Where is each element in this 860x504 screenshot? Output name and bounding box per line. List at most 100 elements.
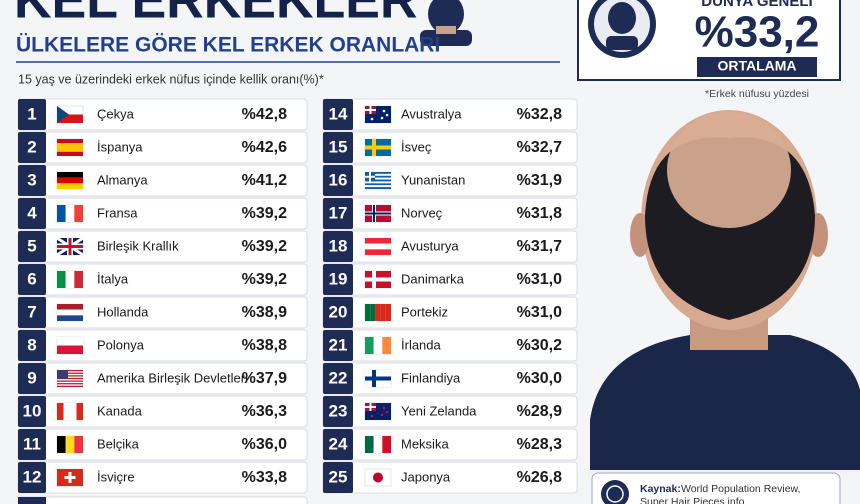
flag: [56, 270, 84, 289]
flag-part: [370, 304, 376, 321]
flag-part: [57, 380, 83, 382]
country: Yunanistan: [401, 172, 465, 187]
rank: 1: [27, 104, 36, 123]
flag-part: [57, 337, 83, 346]
flag-part: [57, 177, 83, 184]
flag-part: [365, 243, 391, 250]
flag: [364, 171, 392, 190]
flag-part: [76, 403, 83, 420]
rank: 6: [27, 269, 36, 288]
rank: 8: [27, 335, 36, 354]
world-label: DÜNYA GENELİ: [701, 0, 812, 10]
flag: [364, 105, 392, 124]
ranking-row: 24 Meksika %28,3: [322, 428, 578, 461]
row-bg: [17, 496, 308, 504]
bald-man-illustration: [590, 110, 860, 470]
rank-box: [323, 363, 353, 394]
country: Fransa: [97, 205, 138, 220]
ranking-row: 8 Polonya %38,8: [17, 329, 308, 362]
ranking-row: 16 Yunanistan %31,9: [322, 164, 578, 197]
rank: 15: [329, 137, 348, 156]
flag-part: [382, 337, 391, 354]
flag-part: [57, 309, 83, 316]
flag-part: [57, 370, 83, 372]
flag: [364, 138, 392, 157]
flag-part: [57, 147, 83, 152]
country: Polonya: [97, 337, 145, 352]
ranking-row: 4 Fransa %39,2: [17, 197, 308, 230]
rank-box: [18, 297, 46, 328]
flag-part: [365, 406, 376, 408]
rank-box: [18, 198, 46, 229]
ranking-row: 10 Kanada %36,3: [17, 395, 308, 428]
flag: [364, 204, 392, 223]
country: İtalya: [97, 271, 129, 286]
ranking-row: 15 İsveç %32,7: [322, 131, 578, 164]
rate: %31,8: [517, 205, 562, 222]
world-badge: ORTALAMA: [717, 58, 796, 74]
flag-part: [57, 436, 66, 453]
flag-part: [365, 436, 374, 453]
country: Meksika: [401, 436, 449, 451]
flag-part: [365, 212, 391, 215]
flag-part: [382, 436, 391, 453]
flag-part: [370, 117, 374, 121]
rank-box: [323, 396, 353, 427]
ranking-row: 17 Norveç %31,8: [322, 197, 578, 230]
rank-box: [323, 429, 353, 460]
flag-part: [57, 375, 83, 377]
rank: 11: [23, 434, 41, 453]
flag-part: [57, 315, 83, 321]
ranking-row: 20 Portekiz %31,0: [322, 296, 578, 329]
title-icon: [420, 0, 472, 46]
flag: [56, 204, 84, 223]
rank: 22: [329, 368, 348, 387]
ranking-row: 19 Danimarka %31,0: [322, 263, 578, 296]
rank: 19: [329, 269, 348, 288]
rank: 23: [329, 401, 348, 420]
note: 15 yaş ve üzerindeki erkek nüfus içinde …: [18, 72, 324, 86]
flag: [364, 336, 392, 355]
rate: %41,2: [242, 172, 287, 189]
ranking-row: 21 İrlanda %30,2: [322, 329, 578, 362]
ranking-row: 14 Avustralya %32,8: [322, 98, 578, 131]
country: Birleşik Krallık: [97, 238, 179, 253]
flag-part: [65, 205, 75, 222]
flag-part: [365, 185, 391, 188]
flag-part: [57, 304, 83, 310]
flag-part: [57, 372, 83, 374]
country: Japonya: [401, 469, 451, 484]
rate: %38,8: [242, 337, 287, 354]
country: İrlanda: [401, 337, 442, 352]
rank: 12: [23, 467, 42, 486]
badge-bg: [697, 57, 817, 77]
world-box: [577, 0, 841, 81]
flag-part: [57, 183, 83, 189]
flag: [364, 303, 392, 322]
ranking-row: 18 Avusturya %31,7: [322, 230, 578, 263]
rank-box: [323, 264, 353, 295]
country: Çekya: [97, 106, 135, 121]
rate: %36,0: [242, 436, 287, 453]
rank: 21: [329, 335, 348, 354]
country: İsveç: [401, 139, 432, 154]
flag-part: [63, 403, 70, 420]
rank: 14: [329, 104, 348, 123]
flag-part: [365, 175, 375, 178]
flag: [56, 435, 84, 454]
rate: %32,8: [517, 106, 562, 123]
rate: %39,2: [242, 271, 287, 288]
rate: %38,9: [242, 304, 287, 321]
ranking-row: 2 İspanya %42,6: [17, 131, 308, 164]
country: Norveç: [401, 205, 443, 220]
rate: %31,9: [517, 172, 562, 189]
flag-part: [365, 183, 391, 186]
rate: %32,7: [517, 139, 562, 156]
ranking-row: 9 Amerika Birleşik Devletleri%37,9: [17, 362, 308, 395]
flag-part: [74, 205, 83, 222]
rank: 18: [329, 236, 348, 255]
ranking-row: 7 Hollanda %38,9: [17, 296, 308, 329]
flag-part: [57, 271, 66, 288]
rank: 7: [27, 302, 36, 321]
